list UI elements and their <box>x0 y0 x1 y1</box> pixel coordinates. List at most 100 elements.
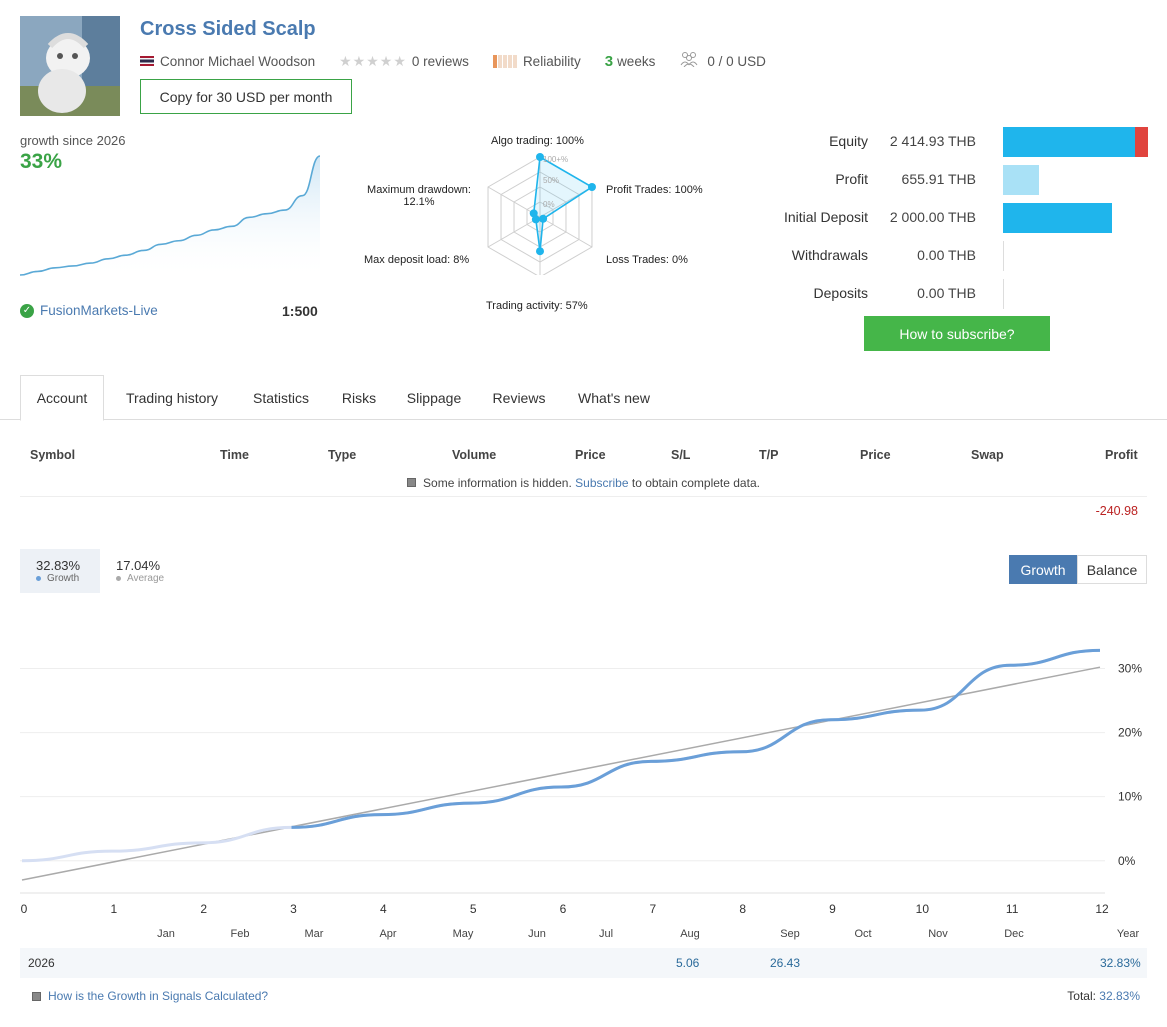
tab-bar: Account Trading history Statistics Risks… <box>0 375 1167 421</box>
growth-calc-link-text[interactable]: How is the Growth in Signals Calculated? <box>48 989 269 1003</box>
x-tick-label: 5 <box>470 902 477 916</box>
x-tick-label: 10 <box>916 902 930 916</box>
toggle-balance[interactable]: Balance <box>1077 555 1147 584</box>
tab-whats-new[interactable]: What's new <box>578 389 650 406</box>
legend-average-value: 17.04% <box>116 558 161 573</box>
average-line <box>21 666 1101 881</box>
x-tick-label: 9 <box>829 902 836 916</box>
stat-value: 0.00 THB <box>917 285 976 301</box>
month-label: Jun <box>528 928 546 940</box>
total-value: 32.83% <box>1099 989 1140 1003</box>
year-sep-value: 26.43 <box>770 956 801 970</box>
year-total-value: 32.83% <box>1100 956 1141 970</box>
radar-ring-label: 0% <box>543 200 555 209</box>
x-tick-label: 0 <box>21 902 28 916</box>
star-icon: ★ <box>339 53 352 69</box>
hidden-info-note: Some information is hidden. Subscribe to… <box>0 476 1167 490</box>
col-type: Type <box>328 448 357 462</box>
total-summary: Total: 32.83% <box>1040 989 1140 1003</box>
year-summary-row: 2026 5.06 26.43 32.83% <box>20 948 1147 978</box>
tab-account[interactable]: Account <box>20 375 104 421</box>
growth-line <box>291 648 1101 829</box>
tab-trading-history[interactable]: Trading history <box>125 389 219 406</box>
radar-axis <box>539 216 593 248</box>
x-tick-label: 11 <box>1006 902 1019 916</box>
toggle-growth[interactable]: Growth <box>1009 555 1077 584</box>
verified-shield-icon: ✓ <box>20 303 34 318</box>
col-price: Price <box>575 448 606 462</box>
x-tick-label: 4 <box>380 902 387 916</box>
subscribe-link[interactable]: Subscribe <box>575 476 629 490</box>
hidden-note-suffix: to obtain complete data. <box>631 476 760 490</box>
radar-point <box>536 153 544 161</box>
author-name[interactable]: Connor Michael Woodson <box>160 53 316 69</box>
legend-average-text: Average <box>127 573 165 584</box>
total-label: Total: <box>1067 989 1096 1003</box>
col-swap: Swap <box>971 448 1004 462</box>
stat-label: Withdrawals <box>791 247 868 263</box>
y-tick-label: 0% <box>1118 854 1136 868</box>
y-tick-label: 20% <box>1118 726 1142 740</box>
signal-meta: Connor Michael Woodson ★ ★ ★ ★ ★ 0 reviews R… <box>140 52 766 70</box>
month-label: Dec <box>1004 928 1024 940</box>
radar-label-drawdown: Maximum drawdown: 12.1% <box>362 184 476 208</box>
broker-name[interactable]: FusionMarkets-Live <box>40 303 158 318</box>
legend-growth[interactable]: 32.83% Growth <box>20 549 100 593</box>
rating-stars: ★ ★ ★ ★ ★ <box>339 54 406 68</box>
growth-calc-link[interactable]: How is the Growth in Signals Calculated? <box>32 989 268 1003</box>
how-to-subscribe-button[interactable]: How to subscribe? <box>864 316 1050 351</box>
stat-label: Profit <box>835 171 868 187</box>
stat-label: Equity <box>829 133 868 149</box>
radar-label-drawdown-title: Maximum drawdown: <box>367 184 471 196</box>
month-label: Nov <box>928 928 948 940</box>
x-tick-label: 6 <box>560 902 567 916</box>
stat-value: 2 414.93 THB <box>889 133 976 149</box>
radar-ring-label: 50% <box>543 176 559 185</box>
x-tick-label: 2 <box>200 902 207 916</box>
x-tick-label: 7 <box>649 902 656 916</box>
radar-point <box>539 214 548 223</box>
mini-growth-line <box>20 155 321 276</box>
col-symbol: Symbol <box>30 448 76 462</box>
reliability-label: Reliability <box>522 53 581 69</box>
leverage-value: 1:500 <box>282 303 318 319</box>
stat-value: 655.91 THB <box>901 171 976 187</box>
weeks-label: weeks <box>617 53 656 69</box>
col-time: Time <box>220 448 249 462</box>
stat-label: Deposits <box>813 285 868 301</box>
stat-label: Initial Deposit <box>783 209 868 225</box>
tab-slippage[interactable]: Slippage <box>406 389 462 406</box>
y-tick-label: 30% <box>1118 661 1142 675</box>
col-sl: S/L <box>671 448 691 462</box>
radar-label-activity: Trading activity: 57% <box>486 300 588 312</box>
legend-average-dot <box>116 576 121 581</box>
radar-label-profit-trades: Profit Trades: 100% <box>606 184 703 196</box>
hidden-note-prefix: Some information is hidden. <box>423 476 572 490</box>
month-label: Feb <box>231 928 250 940</box>
legend-growth-label: Growth <box>36 573 79 584</box>
copy-button[interactable]: Copy for 30 USD per month <box>140 79 352 114</box>
info-icon <box>407 478 417 487</box>
subscribers-value: 0 / 0 USD <box>707 53 766 69</box>
x-tick-label: 1 <box>110 902 117 916</box>
tab-statistics[interactable]: Statistics <box>252 389 309 406</box>
reviews-count[interactable]: 0 reviews <box>411 53 469 69</box>
col-profit: Profit <box>1105 448 1138 462</box>
thailand-flag-icon <box>140 56 154 66</box>
tab-risks[interactable]: Risks <box>341 389 377 406</box>
legend-average[interactable]: 17.04% Average <box>100 549 180 593</box>
col-tp: T/P <box>759 448 779 462</box>
growth-value: 33% <box>20 150 63 173</box>
broker-link[interactable]: ✓ FusionMarkets-Live <box>20 303 158 318</box>
radar-ring-label: 100+% <box>543 155 568 164</box>
signal-title[interactable]: Cross Sided Scalp <box>140 18 316 40</box>
star-icon: ★ <box>393 53 406 69</box>
tab-reviews[interactable]: Reviews <box>492 389 546 406</box>
month-label: Apr <box>379 928 396 940</box>
legend-growth-text: Growth <box>47 573 80 584</box>
total-profit: -240.98 <box>1095 504 1138 518</box>
radar-point <box>529 209 538 218</box>
radar-axis <box>487 216 541 248</box>
star-icon: ★ <box>352 53 366 69</box>
